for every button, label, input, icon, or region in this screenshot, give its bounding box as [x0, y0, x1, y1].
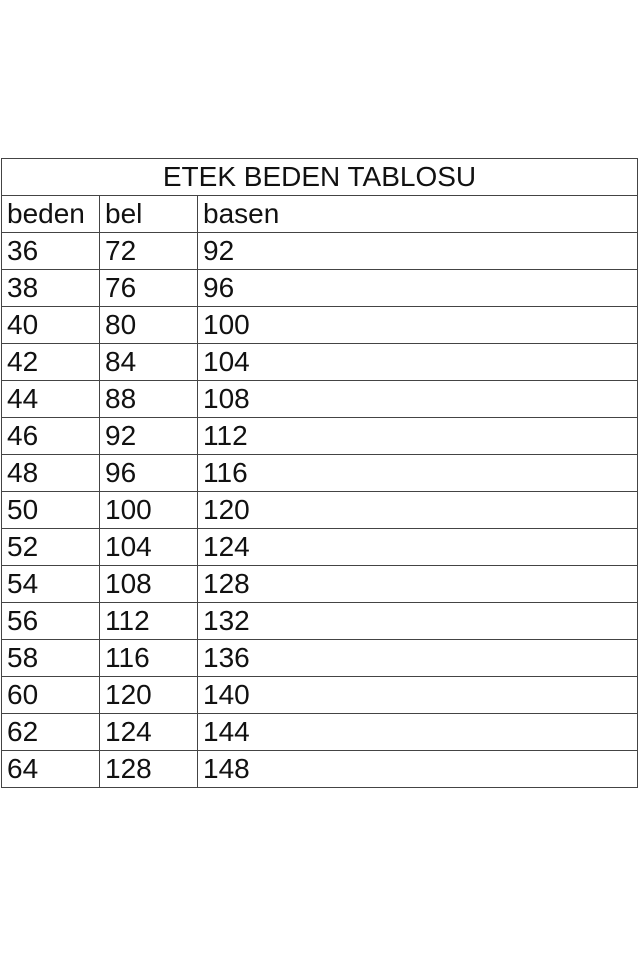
table-row: 42 84 104 [1, 343, 638, 381]
cell-bel: 72 [99, 232, 198, 270]
cell-bel: 100 [99, 491, 198, 529]
cell-beden: 44 [1, 380, 100, 418]
table-row: 44 88 108 [1, 380, 638, 418]
table-row: 64 128 148 [1, 750, 638, 788]
cell-bel: 92 [99, 417, 198, 455]
cell-bel: 116 [99, 639, 198, 677]
size-chart: ETEK BEDEN TABLOSU beden bel basen 36 72 9… [1, 158, 638, 800]
cell-beden: 42 [1, 343, 100, 381]
cell-beden: 52 [1, 528, 100, 566]
header-row: beden bel basen [1, 195, 638, 233]
table-row: 58 116 136 [1, 639, 638, 677]
table-row: 60 120 140 [1, 676, 638, 714]
cell-beden: 48 [1, 454, 100, 492]
cell-bel: 96 [99, 454, 198, 492]
cell-basen: 124 [197, 528, 638, 566]
cell-bel: 124 [99, 713, 198, 751]
table-row: 52 104 124 [1, 528, 638, 566]
cell-beden: 40 [1, 306, 100, 344]
cell-basen: 108 [197, 380, 638, 418]
cell-beden: 50 [1, 491, 100, 529]
table-row: 46 92 112 [1, 417, 638, 455]
cell-beden: 58 [1, 639, 100, 677]
cell-basen: 140 [197, 676, 638, 714]
table-title: ETEK BEDEN TABLOSU [1, 158, 638, 196]
table-row: 38 76 96 [1, 269, 638, 307]
cell-basen: 144 [197, 713, 638, 751]
cell-bel: 120 [99, 676, 198, 714]
cell-basen: 136 [197, 639, 638, 677]
cell-bel: 80 [99, 306, 198, 344]
header-basen: basen [197, 195, 638, 233]
table-row: 36 72 92 [1, 232, 638, 270]
cell-basen: 100 [197, 306, 638, 344]
cell-beden: 64 [1, 750, 100, 788]
cell-beden: 62 [1, 713, 100, 751]
cell-bel: 128 [99, 750, 198, 788]
cell-basen: 104 [197, 343, 638, 381]
cell-beden: 54 [1, 565, 100, 603]
cell-basen: 116 [197, 454, 638, 492]
table-row: 48 96 116 [1, 454, 638, 492]
cell-bel: 112 [99, 602, 198, 640]
table-row: 62 124 144 [1, 713, 638, 751]
header-bel: bel [99, 195, 198, 233]
table-row: 54 108 128 [1, 565, 638, 603]
cell-basen: 128 [197, 565, 638, 603]
cell-beden: 38 [1, 269, 100, 307]
cell-basen: 132 [197, 602, 638, 640]
cell-beden: 46 [1, 417, 100, 455]
header-beden: beden [1, 195, 100, 233]
table-row: 50 100 120 [1, 491, 638, 529]
cell-basen: 120 [197, 491, 638, 529]
title-row: ETEK BEDEN TABLOSU [1, 158, 638, 196]
cell-basen: 96 [197, 269, 638, 307]
cell-bel: 76 [99, 269, 198, 307]
cell-basen: 148 [197, 750, 638, 788]
cell-bel: 88 [99, 380, 198, 418]
cell-beden: 60 [1, 676, 100, 714]
table-row: 56 112 132 [1, 602, 638, 640]
cell-basen: 92 [197, 232, 638, 270]
cell-basen: 112 [197, 417, 638, 455]
size-table: ETEK BEDEN TABLOSU beden bel basen 36 72 9… [1, 158, 638, 788]
table-row: 40 80 100 [1, 306, 638, 344]
cell-bel: 84 [99, 343, 198, 381]
cell-beden: 36 [1, 232, 100, 270]
cell-bel: 108 [99, 565, 198, 603]
cell-beden: 56 [1, 602, 100, 640]
cell-bel: 104 [99, 528, 198, 566]
